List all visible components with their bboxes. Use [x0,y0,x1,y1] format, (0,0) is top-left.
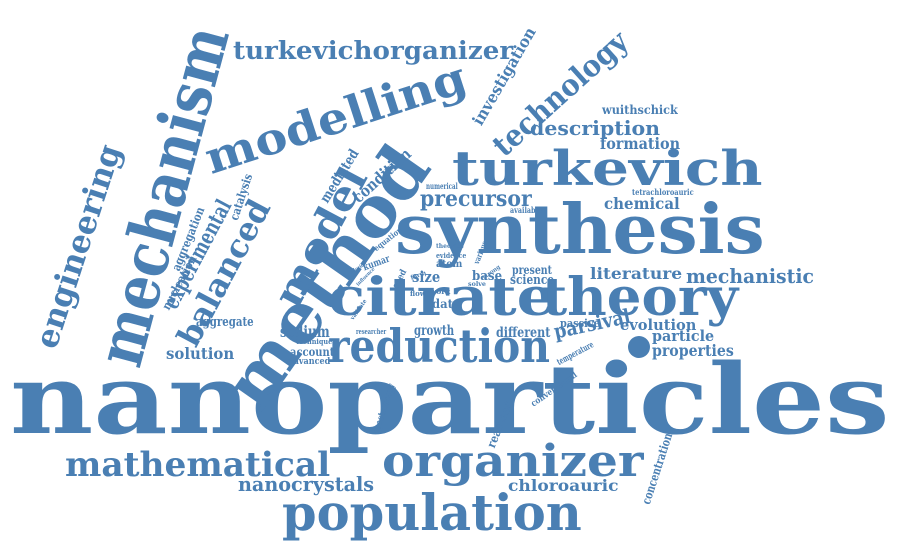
word-mathematical: mathematical [65,445,331,485]
word-atom: atom [436,259,463,270]
word-numerical: numerical [426,181,458,191]
dot-mark [628,336,650,358]
word-sodium: sodium [280,322,330,341]
word-theory: theory [542,267,739,328]
word-researcher: researcher [356,327,387,336]
word-solution: solution [166,344,235,363]
word-technique: technique [296,337,333,346]
word-mechanistic: mechanistic [686,264,814,288]
word-particle: particle [652,327,715,345]
word-turkevichorganizer: turkevichorganizer [233,36,514,65]
word-nanoparticles: nanoparticles [10,343,890,456]
word-passive: passive [560,317,600,330]
word-nanocrystals: nanocrystals [238,472,375,496]
word-growth: growth [414,323,455,339]
word-population: population [282,483,582,542]
word-present: present [512,263,552,277]
word-chloroauric: chloroauric [508,476,619,495]
word-flow: flow [410,289,426,298]
word-work: work [430,287,451,296]
word-advanced: advanced [288,357,331,367]
word-account: account [290,345,335,359]
word-available: available [510,205,542,215]
word-organizer: organizer [382,436,644,487]
word-formation: formation [600,134,681,153]
word-evidence: evidence [436,251,467,260]
word-solve: solve [468,281,486,288]
word-tetrachloroauric: tetrachloroauric [632,187,694,197]
word-different: different [496,325,551,341]
word-evolution: evolution [620,316,697,334]
word-wuithschick: wuithschick [602,103,678,117]
word-precursor: precursor [420,186,532,212]
word-synthesis: synthesis [395,190,765,270]
word-size: size [412,268,441,286]
word-literature: literature [590,264,683,283]
word-chemical: chemical [604,194,680,213]
word-base: base [472,269,503,284]
word-description: description [530,116,661,140]
word-aggregate: aggregate [196,315,254,330]
word-theories: theories [436,243,464,250]
word-turkevich: turkevich [452,141,763,197]
word-data: data [432,297,461,311]
word-properties: properties [652,341,734,360]
word-citrate: citrate [328,267,556,328]
word-reduction: reduction [328,319,550,373]
word-science: science [510,273,555,288]
